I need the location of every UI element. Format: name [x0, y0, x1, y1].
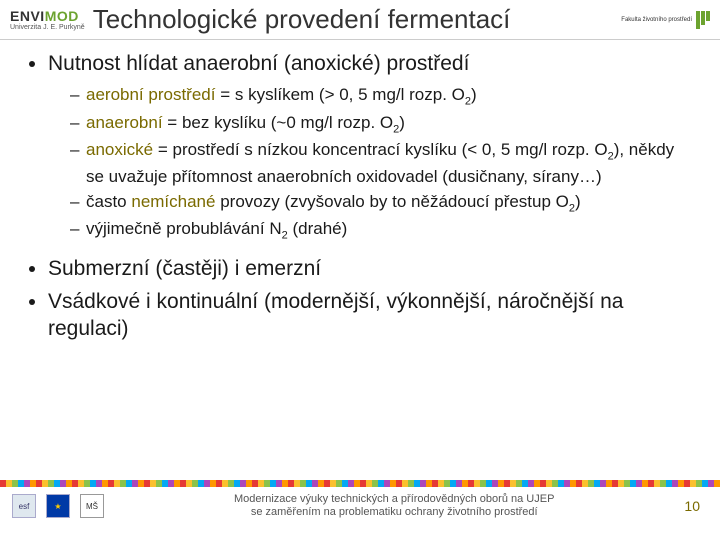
t: = prostředí s nízkou koncentrací kyslíku… [153, 140, 607, 159]
ministry-logo-icon: MŠ [80, 494, 104, 518]
divider [0, 39, 720, 40]
bullet-1: Nutnost hlídat anaerobní (anoxické) pros… [48, 50, 692, 245]
slide: ENVIMOD Univerzita J. E. Purkyně Technol… [0, 0, 720, 540]
bullet-1-text: Nutnost hlídat anaerobní (anoxické) pros… [48, 52, 469, 75]
sub-1-4: často nemíchané provozy (zvyšovalo by to… [70, 190, 692, 217]
sub-1-3: anoxické = prostředí s nízkou koncentrac… [70, 138, 692, 190]
bullet-3: Vsádkové i kontinuální (modernější, výko… [48, 288, 692, 343]
logo-right-label: Fakulta životního prostředí [621, 17, 692, 23]
bullet-list: Nutnost hlídat anaerobní (anoxické) pros… [28, 50, 692, 342]
content: Nutnost hlídat anaerobní (anoxické) pros… [0, 50, 720, 480]
sub-1-1: aerobní prostředí = s kyslíkem (> 0, 5 m… [70, 83, 692, 110]
t: = bez kyslíku (~0 mg/l rozp. O [163, 113, 394, 132]
t: nemíchané [131, 192, 215, 211]
t: anoxické [86, 140, 153, 159]
page-title: Technologické provedení fermentací [93, 4, 614, 35]
t: ) [471, 85, 477, 104]
logo-text-a: ENVI [10, 8, 45, 24]
logo-text-b: MOD [45, 8, 79, 24]
t: provozy (zvyšovalo by to něžádoucí přest… [215, 192, 568, 211]
t: ) [399, 113, 405, 132]
bullet-2: Submerzní (častěji) i emerzní [48, 255, 692, 282]
t: (drahé) [288, 219, 348, 238]
bars-icon [696, 11, 710, 29]
header: ENVIMOD Univerzita J. E. Purkyně Technol… [0, 0, 720, 37]
color-stripe [0, 480, 720, 487]
t: anaerobní [86, 113, 163, 132]
esf-logo-icon: esf [12, 494, 36, 518]
t: výjimečně probublávání N [86, 219, 282, 238]
t: ) [575, 192, 581, 211]
logo-right: Fakulta životního prostředí [621, 11, 710, 29]
sub-1-5: výjimečně probublávání N2 (drahé) [70, 217, 692, 244]
sublist-1: aerobní prostředí = s kyslíkem (> 0, 5 m… [48, 83, 692, 244]
footer: esf ★ MŠ Modernizace výuky technických a… [0, 480, 720, 540]
footer-row: esf ★ MŠ Modernizace výuky technických a… [0, 493, 720, 519]
footer-line1: Modernizace výuky technických a přírodov… [114, 493, 674, 506]
logo-subtext: Univerzita J. E. Purkyně [10, 24, 85, 31]
t: aerobní prostředí [86, 85, 215, 104]
eu-logo-icon: ★ [46, 494, 70, 518]
footer-text: Modernizace výuky technických a přírodov… [114, 493, 674, 519]
t: často [86, 192, 131, 211]
t: = s kyslíkem (> 0, 5 mg/l rozp. O [215, 85, 464, 104]
sub-1-2: anaerobní = bez kyslíku (~0 mg/l rozp. O… [70, 111, 692, 138]
footer-line2: se zaměřením na problematiku ochrany živ… [114, 506, 674, 519]
page-number: 10 [684, 498, 708, 514]
logo-envimod: ENVIMOD Univerzita J. E. Purkyně [10, 8, 85, 31]
